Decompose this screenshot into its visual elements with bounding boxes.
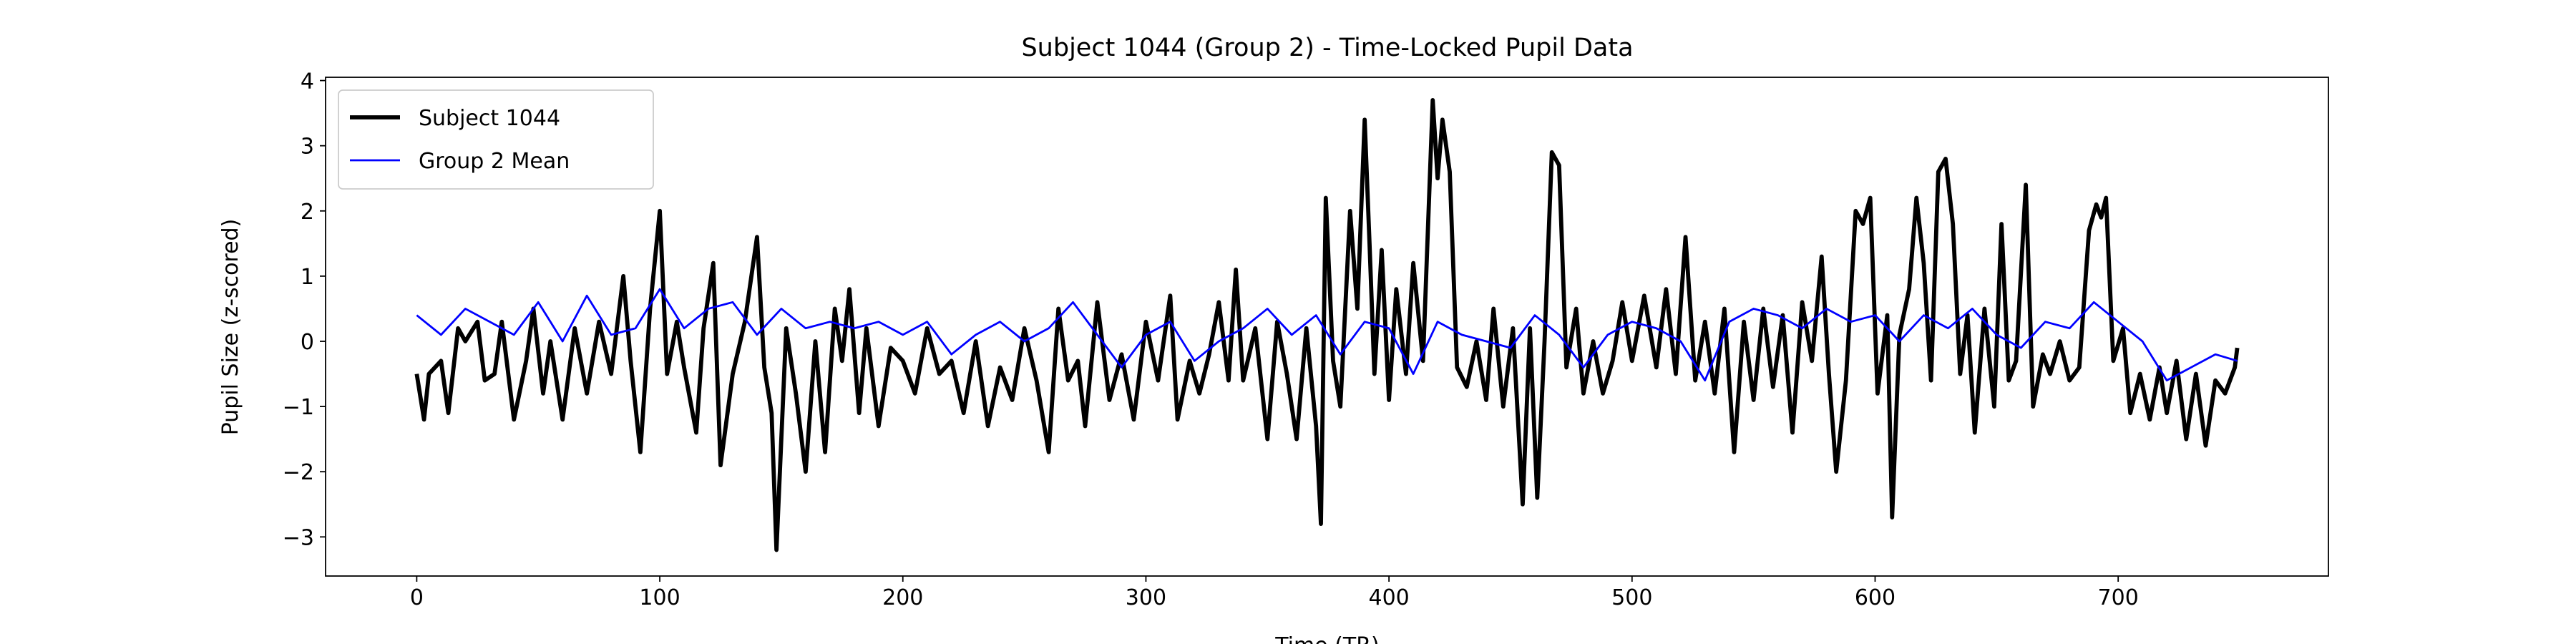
legend-box <box>338 89 654 190</box>
y-tick-label: 1 <box>301 265 314 290</box>
y-tick-label: −3 <box>283 525 314 550</box>
x-tick-label: 700 <box>2098 585 2139 610</box>
chart-title: Subject 1044 (Group 2) - Time-Locked Pup… <box>1021 34 1633 62</box>
y-axis-label: Pupil Size (z-scored) <box>218 219 243 436</box>
y-tick-label: −1 <box>283 395 314 420</box>
x-tick-label: 600 <box>1855 585 1896 610</box>
y-tick-label: −2 <box>283 460 314 485</box>
x-tick-label: 500 <box>1611 585 1652 610</box>
x-tick-label: 200 <box>882 585 923 610</box>
x-tick-label: 100 <box>639 585 680 610</box>
series-line <box>416 288 2238 382</box>
legend-label: Group 2 Mean <box>419 149 570 174</box>
x-tick-label: 0 <box>410 585 424 610</box>
y-tick-label: 0 <box>301 330 314 355</box>
plot-frame <box>325 77 2329 577</box>
x-tick-label: 400 <box>1368 585 1409 610</box>
y-tick-label: 3 <box>301 135 314 160</box>
y-tick-label: 4 <box>301 69 314 94</box>
y-tick-label: 2 <box>301 200 314 225</box>
x-axis-label: Time (TR) <box>1274 633 1380 644</box>
series-line <box>414 97 2240 552</box>
x-tick-label: 300 <box>1126 585 1166 610</box>
legend-label: Subject 1044 <box>419 106 560 131</box>
